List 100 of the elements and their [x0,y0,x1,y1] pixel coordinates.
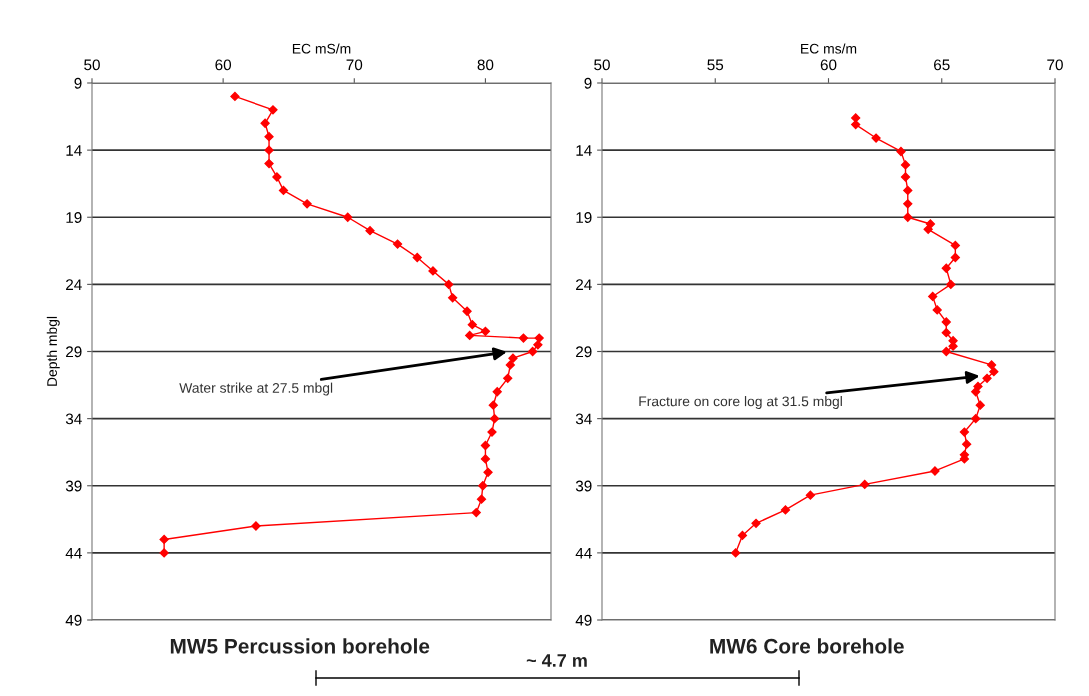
point [941,346,951,357]
y-tick-label: 19 [66,212,82,223]
point [264,132,274,142]
text: ~ 4.7 m [526,654,587,667]
y-axis-title: Depth mbgl [46,316,60,386]
point [903,199,913,209]
point [444,279,454,289]
point [941,263,951,273]
point [932,305,942,315]
y-tick-label: 29 [66,346,82,358]
point [959,427,970,437]
annotation: Water strike at 27.5 mbgl [179,382,333,396]
y-tick-label: 24 [66,279,82,290]
x-tick-label: 70 [1047,59,1063,71]
point [751,518,761,528]
point [780,505,791,515]
point [737,530,748,541]
point [923,224,933,234]
point [488,400,498,410]
point [950,252,960,263]
x-tick-label: 65 [934,59,950,71]
point [278,185,289,196]
point [900,172,911,182]
point [412,252,422,263]
x-tick-label: 50 [594,59,610,71]
point [928,291,938,302]
y-tick-label: 34 [575,413,592,425]
point [264,158,274,169]
x-tick-label: 55 [707,59,724,71]
y-tick-label: 39 [65,480,82,492]
point [975,400,985,410]
point [260,118,270,128]
point [971,414,981,424]
x-tick-label: 60 [820,59,837,71]
point [851,113,861,123]
point [528,346,538,357]
point [989,367,999,377]
point [900,160,911,170]
point [871,133,881,143]
point [480,454,491,464]
point [462,306,472,316]
point [946,279,956,289]
point [982,373,992,383]
annotation: Fracture on core log at 31.5 mbgl [639,396,842,409]
point [230,91,240,102]
y-tick-label: 34 [65,413,82,425]
point [467,320,477,330]
y-tick-label: 44 [575,547,592,559]
point [971,387,981,397]
x-axis-title: EC ms/m [801,43,857,54]
text: MW6 Core borehole [710,638,904,654]
point [268,105,278,115]
point [503,373,513,383]
point [731,548,741,558]
point [533,340,543,350]
y-tick-label: 14 [66,145,82,156]
point [508,353,518,363]
point [950,240,960,251]
point [480,440,491,451]
x-tick-label: 80 [477,59,494,71]
point [986,360,997,370]
y-tick-label: 39 [575,480,592,492]
x-axis-title: EC mS/m [292,43,351,54]
point [465,330,475,341]
point [478,481,488,491]
point [448,293,458,303]
y-tick-label: 9 [584,77,592,89]
point [159,548,169,558]
y-tick-label: 29 [576,346,592,358]
point [272,172,282,182]
x-tick-label: 50 [84,59,100,71]
point [428,266,438,276]
point [343,212,353,222]
point [489,414,500,424]
point [805,490,816,500]
point [941,317,951,327]
point [505,360,515,370]
point [471,507,481,518]
y-tick-label: 24 [576,279,592,290]
y-tick-label: 44 [65,547,82,559]
point [896,146,906,157]
point [476,494,487,504]
point [264,145,274,155]
y-tick-label: 14 [576,145,592,156]
point [903,212,913,222]
y-tick-label: 19 [576,212,592,223]
point [941,328,951,338]
point [860,479,870,490]
point [483,467,493,477]
point [492,387,502,397]
point [365,226,375,236]
y-tick-label: 9 [74,77,82,89]
y-tick-label: 49 [575,614,592,626]
point [302,199,312,209]
text: MW5 Percussion borehole [170,638,430,654]
x-tick-label: 60 [215,59,232,71]
point [930,466,940,476]
point [903,185,913,196]
point [518,333,529,343]
point [159,534,169,545]
